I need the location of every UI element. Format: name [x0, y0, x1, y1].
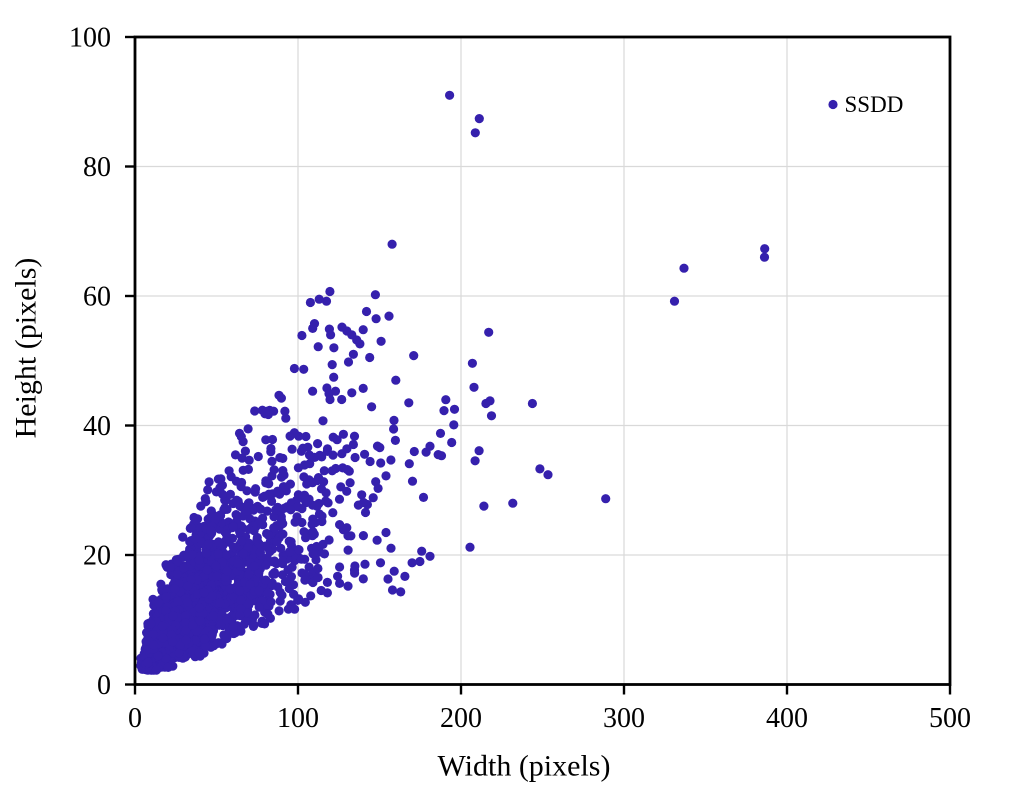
- svg-text:Width (pixels): Width (pixels): [438, 750, 611, 783]
- svg-text:500: 500: [929, 703, 971, 734]
- svg-text:100: 100: [69, 22, 111, 53]
- svg-text:Height (pixels): Height (pixels): [10, 258, 43, 439]
- svg-text:SSDD: SSDD: [845, 92, 904, 117]
- svg-text:300: 300: [603, 703, 645, 734]
- svg-text:20: 20: [83, 540, 111, 571]
- svg-text:0: 0: [97, 670, 111, 701]
- svg-text:40: 40: [83, 411, 111, 442]
- svg-text:80: 80: [83, 152, 111, 183]
- svg-text:100: 100: [277, 703, 319, 734]
- svg-text:60: 60: [83, 281, 111, 312]
- svg-text:400: 400: [766, 703, 808, 734]
- svg-text:200: 200: [440, 703, 482, 734]
- svg-text:0: 0: [128, 703, 142, 734]
